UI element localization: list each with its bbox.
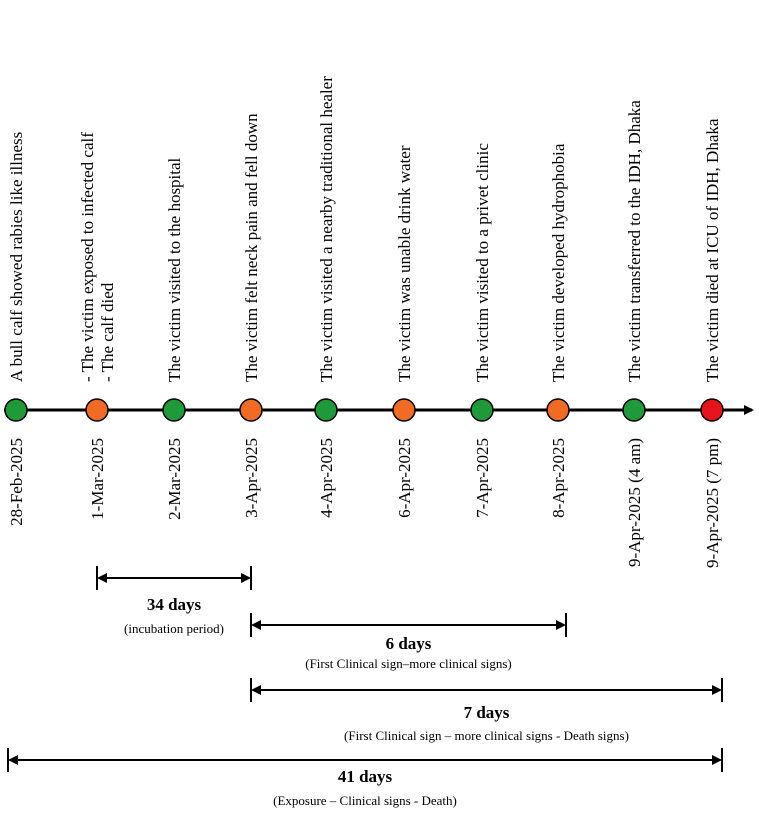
event-date: 9-Apr-2025 (7 pm) (703, 438, 722, 568)
span-duration: 6 days (386, 634, 432, 653)
span-duration: 7 days (464, 703, 510, 722)
span-duration: 41 days (338, 767, 393, 786)
event-description: The victim felt neck pain and fell down (242, 113, 261, 382)
event-date: 1-Mar-2025 (88, 438, 107, 520)
event-node-orange (85, 398, 109, 422)
event-description: The victim was unable drink water (395, 145, 414, 382)
event-node-green (470, 398, 494, 422)
event-description: A bull calf showed rabies like illness (7, 132, 26, 382)
event-date: 8-Apr-2025 (549, 438, 568, 518)
event-description: - The victim exposed to infected calf (78, 132, 97, 382)
event-node-orange (239, 398, 263, 422)
event-node-orange (392, 398, 416, 422)
event-node-green (622, 398, 646, 422)
span-description: (First Clinical sign – more clinical sig… (344, 728, 629, 743)
event-date: 4-Apr-2025 (317, 438, 336, 518)
event-date: 7-Apr-2025 (473, 438, 492, 518)
event-description: - The calf died (98, 282, 117, 382)
event-node-green (314, 398, 338, 422)
event-description: The victim visited to the hospital (165, 157, 184, 382)
event-description: The victim developed hydrophobia (549, 143, 568, 382)
event-description: The victim died at ICU of IDH, Dhaka (703, 118, 722, 382)
event-node-red (700, 398, 724, 422)
span-description: (First Clinical sign–more clinical signs… (305, 656, 512, 671)
event-node-orange (546, 398, 570, 422)
event-date: 6-Apr-2025 (395, 438, 414, 518)
event-node-green (4, 398, 28, 422)
span-description: (incubation period) (124, 621, 224, 636)
event-date: 3-Apr-2025 (242, 438, 261, 518)
event-description: The victim visited to a privet clinic (473, 143, 492, 382)
event-node-green (162, 398, 186, 422)
event-date: 9-Apr-2025 (4 am) (625, 438, 644, 567)
event-description: The victim visited a nearby traditional … (317, 76, 336, 382)
event-description: The victim transferred to the IDH, Dhaka (625, 100, 644, 382)
event-date: 28-Feb-2025 (7, 438, 26, 526)
span-duration: 34 days (147, 595, 202, 614)
span-description: (Exposure – Clinical signs - Death) (273, 793, 457, 808)
event-date: 2-Mar-2025 (165, 438, 184, 520)
